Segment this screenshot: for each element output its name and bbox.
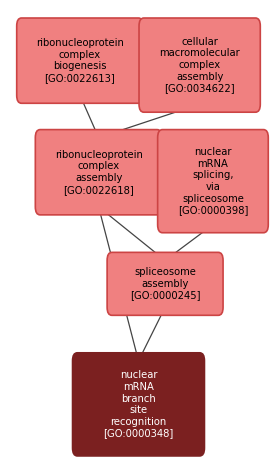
Text: spliceosome
assembly
[GO:0000245]: spliceosome assembly [GO:0000245] [130, 267, 200, 300]
FancyBboxPatch shape [139, 18, 260, 112]
Text: nuclear
mRNA
branch
site
recognition
[GO:0000348]: nuclear mRNA branch site recognition [GO… [103, 370, 174, 438]
FancyBboxPatch shape [73, 353, 204, 456]
Text: ribonucleoprotein
complex
assembly
[GO:0022618]: ribonucleoprotein complex assembly [GO:0… [55, 150, 143, 195]
Text: ribonucleoprotein
complex
biogenesis
[GO:0022613]: ribonucleoprotein complex biogenesis [GO… [36, 38, 124, 83]
FancyBboxPatch shape [17, 18, 143, 103]
FancyBboxPatch shape [35, 130, 162, 215]
Text: nuclear
mRNA
splicing,
via
spliceosome
[GO:0000398]: nuclear mRNA splicing, via spliceosome [… [178, 147, 248, 215]
FancyBboxPatch shape [158, 130, 268, 232]
Text: cellular
macromolecular
complex
assembly
[GO:0034622]: cellular macromolecular complex assembly… [159, 37, 240, 93]
FancyBboxPatch shape [107, 252, 223, 315]
